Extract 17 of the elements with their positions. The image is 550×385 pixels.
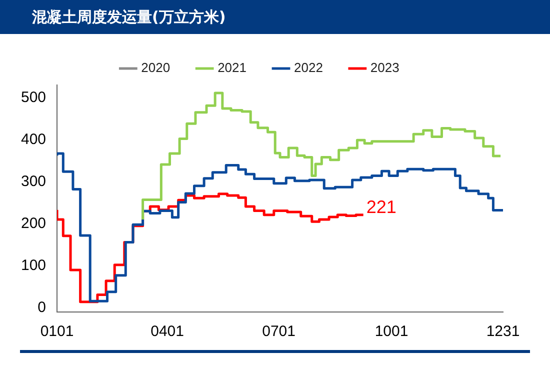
x-tick-label: 0101	[40, 323, 74, 340]
annotation: 221	[366, 196, 396, 217]
x-tick-label: 0401	[150, 323, 184, 340]
y-tick-label: 200	[20, 214, 46, 232]
y-tick-label: 400	[20, 130, 46, 148]
y-tick-label: 300	[20, 172, 46, 190]
legend-label: 2020	[141, 60, 170, 76]
legend-label: 2023	[370, 60, 400, 76]
y-tick-label: 500	[20, 88, 46, 106]
x-tick-label: 1231	[486, 323, 520, 340]
x-tick-label: 1001	[374, 323, 408, 340]
legend-label: 2022	[294, 60, 323, 76]
y-tick-label: 0	[38, 298, 46, 316]
y-tick-label: 100	[20, 256, 46, 274]
x-tick-label: 0701	[262, 323, 296, 340]
chart-title: 混凝土周度发运量(万立方米)	[0, 0, 550, 34]
legend-label: 2021	[218, 60, 246, 76]
